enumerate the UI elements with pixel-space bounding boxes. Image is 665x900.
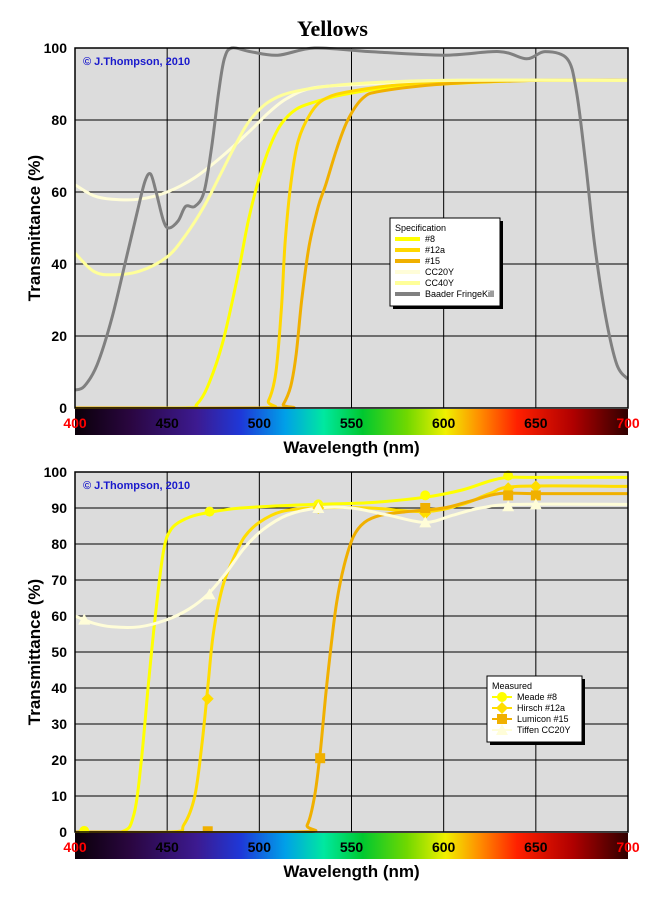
- y-tick-label: 90: [51, 500, 67, 516]
- x-tick-label: 650: [524, 415, 548, 431]
- series-line: [75, 491, 628, 835]
- y-tick-label: 80: [51, 112, 67, 128]
- legend-entry-label: #15: [425, 256, 440, 266]
- x-tick-label: 600: [432, 415, 456, 431]
- legend-entry-label: CC20Y: [425, 267, 454, 277]
- x-tick-label: 700: [616, 415, 640, 431]
- series-line: [75, 475, 628, 835]
- y-tick-label: 80: [51, 536, 67, 552]
- series-line: [75, 78, 628, 411]
- x-tick-label: 400: [63, 839, 87, 855]
- marker-diamond: [419, 507, 432, 520]
- legend-entry-label: Meade #8: [517, 692, 557, 702]
- x-tick-label: 400: [63, 415, 87, 431]
- marker-circle: [204, 506, 215, 517]
- y-tick-label: 50: [51, 644, 67, 660]
- legend-entry-label: #8: [425, 234, 435, 244]
- marker-square: [202, 826, 213, 836]
- marker-circle: [420, 490, 431, 501]
- marker-triangle: [502, 500, 515, 512]
- copyright-note: © J.Thompson, 2010: [83, 56, 190, 68]
- x-axis-title: Wavelength (nm): [283, 862, 419, 881]
- marker-square: [503, 490, 514, 501]
- series-group: [75, 470, 628, 836]
- x-tick-label: 700: [616, 839, 640, 855]
- marker-square: [497, 714, 507, 724]
- legend-title: Measured: [492, 681, 532, 691]
- y-tick-label: 10: [51, 788, 67, 804]
- legend-entry-label: Tiffen CC20Y: [517, 725, 571, 735]
- marker-square: [420, 503, 431, 513]
- marker-circle: [503, 470, 514, 481]
- y-tick-label: 100: [44, 40, 68, 56]
- y-tick-label: 60: [51, 608, 67, 624]
- marker-diamond: [201, 692, 214, 705]
- x-tick-label: 500: [248, 839, 272, 855]
- x-tick-label: 450: [155, 839, 179, 855]
- y-tick-label: 100: [44, 464, 68, 480]
- y-tick-label: 20: [51, 752, 67, 768]
- spectrum-bar: [75, 833, 628, 859]
- marker-circle: [497, 692, 507, 702]
- marker-triangle: [529, 498, 542, 510]
- x-tick-label: 500: [248, 415, 272, 431]
- y-tick-label: 30: [51, 716, 67, 732]
- x-tick-label: 550: [340, 839, 364, 855]
- marker-diamond: [496, 702, 508, 714]
- spectrum-bar: [75, 409, 628, 435]
- y-tick-label: 40: [51, 256, 67, 272]
- series-line: [75, 502, 628, 629]
- legend-entry-label: Lumicon #15: [517, 714, 569, 724]
- marker-triangle: [312, 502, 325, 513]
- legend-entry-label: Baader FringeKill: [425, 289, 494, 299]
- plot-border: [74, 47, 629, 409]
- marker-square: [530, 490, 541, 501]
- marker-triangle: [203, 588, 216, 600]
- series-line: [75, 46, 628, 392]
- x-tick-label: 550: [340, 415, 364, 431]
- y-tick-label: 20: [51, 328, 67, 344]
- plot-border: [74, 471, 629, 833]
- y-axis-title: Transmittance (%): [25, 579, 44, 725]
- chart-2: 400 450 500 550 600 650 700 0 10 20 30 40 50 60 70 80 90…: [25, 464, 640, 881]
- y-tick-label: 60: [51, 184, 67, 200]
- x-tick-label: 650: [524, 839, 548, 855]
- y-axis-title: Transmittance (%): [25, 155, 44, 301]
- legend-entry-label: CC40Y: [425, 278, 454, 288]
- legend-entry-label: Hirsch #12a: [517, 703, 565, 713]
- x-tick-label: 600: [432, 839, 456, 855]
- legend-entry-label: #12a: [425, 245, 445, 255]
- series-line: [75, 78, 628, 410]
- x-axis-title: Wavelength (nm): [283, 438, 419, 457]
- marker-triangle: [78, 613, 91, 625]
- y-tick-label: 70: [51, 572, 67, 588]
- y-tick-label: 0: [59, 400, 67, 416]
- y-tick-label: 40: [51, 680, 67, 696]
- marker-triangle: [419, 516, 432, 528]
- y-tick-label: 0: [59, 824, 67, 840]
- page-title: Yellows: [297, 16, 368, 41]
- chart-1: 400 450 500 550 600 650 700 0 20 40 60 80 100 Wavelen…: [25, 40, 640, 457]
- marker-triangle: [496, 724, 508, 735]
- legend-title: Specification: [395, 223, 446, 233]
- marker-square: [315, 753, 326, 764]
- x-tick-label: 450: [155, 415, 179, 431]
- marker-diamond: [529, 480, 542, 493]
- series-group: [75, 46, 628, 411]
- copyright-note: © J.Thompson, 2010: [83, 480, 190, 492]
